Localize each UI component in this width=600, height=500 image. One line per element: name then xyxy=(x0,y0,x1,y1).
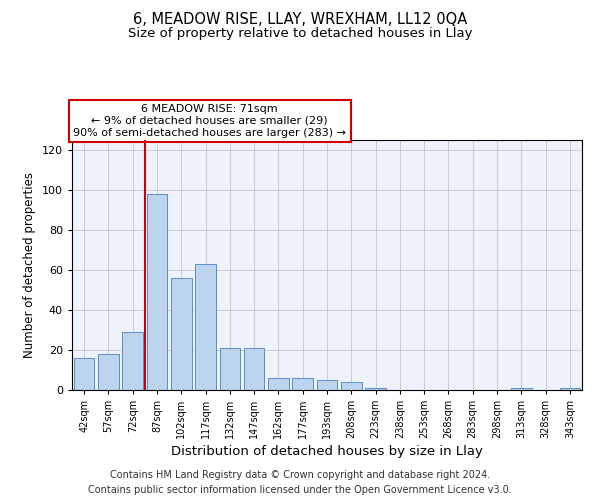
Bar xyxy=(171,278,191,390)
Bar xyxy=(220,348,240,390)
Text: Size of property relative to detached houses in Llay: Size of property relative to detached ho… xyxy=(128,28,472,40)
Bar xyxy=(74,358,94,390)
Bar xyxy=(365,388,386,390)
Bar xyxy=(292,378,313,390)
Bar xyxy=(244,348,265,390)
Bar xyxy=(341,382,362,390)
Text: Contains public sector information licensed under the Open Government Licence v3: Contains public sector information licen… xyxy=(88,485,512,495)
Text: 6 MEADOW RISE: 71sqm
← 9% of detached houses are smaller (29)
90% of semi-detach: 6 MEADOW RISE: 71sqm ← 9% of detached ho… xyxy=(73,104,346,138)
Bar xyxy=(268,378,289,390)
Text: 6, MEADOW RISE, LLAY, WREXHAM, LL12 0QA: 6, MEADOW RISE, LLAY, WREXHAM, LL12 0QA xyxy=(133,12,467,28)
Bar xyxy=(560,388,580,390)
Bar xyxy=(98,354,119,390)
Bar xyxy=(511,388,532,390)
Bar xyxy=(195,264,216,390)
X-axis label: Distribution of detached houses by size in Llay: Distribution of detached houses by size … xyxy=(171,446,483,458)
Bar xyxy=(146,194,167,390)
Bar xyxy=(317,380,337,390)
Bar xyxy=(122,332,143,390)
Y-axis label: Number of detached properties: Number of detached properties xyxy=(23,172,36,358)
Text: Contains HM Land Registry data © Crown copyright and database right 2024.: Contains HM Land Registry data © Crown c… xyxy=(110,470,490,480)
